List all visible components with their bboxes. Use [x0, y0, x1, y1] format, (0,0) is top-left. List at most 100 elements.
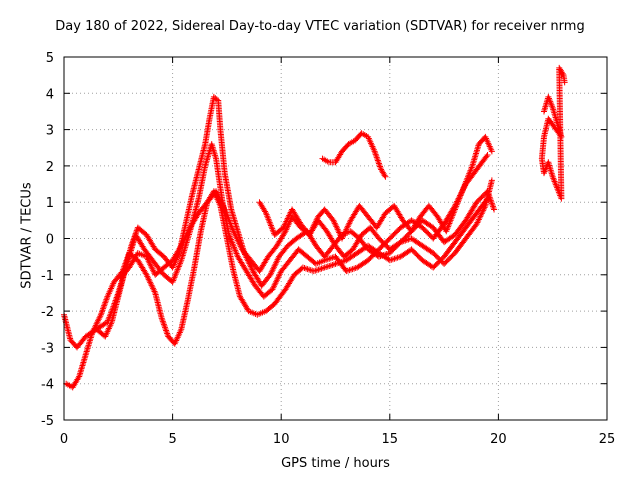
data-point: [232, 270, 235, 272]
data-point: [274, 234, 276, 236]
data-point: [393, 205, 395, 207]
data-point: [443, 241, 445, 243]
data-point: [389, 259, 391, 261]
data-point: [274, 303, 276, 305]
data-point: [282, 227, 284, 229]
data-point: [163, 266, 165, 269]
data-point: [254, 285, 256, 287]
data-point: [562, 74, 565, 76]
data-point: [315, 245, 317, 247]
data-point: [484, 205, 486, 207]
series-track-b: [63, 188, 491, 391]
data-point: [543, 110, 545, 113]
data-point: [324, 266, 326, 269]
data-point: [95, 328, 98, 330]
data-point: [180, 259, 182, 261]
data-point: [560, 136, 562, 138]
data-point: [291, 216, 293, 218]
data-point: [261, 285, 263, 287]
data-point: [471, 165, 473, 167]
data-point: [541, 158, 543, 160]
data-point: [187, 299, 189, 301]
data-point: [241, 248, 243, 250]
x-tick-label: 15: [382, 432, 399, 447]
data-point: [297, 248, 300, 250]
data-point: [345, 259, 347, 261]
data-point: [163, 274, 165, 276]
data-point: [308, 234, 311, 236]
data-point: [85, 354, 87, 356]
tick-labels: 0 5 10 15 20 25 -5 -4 -3 -2 -1 0 1 2 3 4 5: [41, 51, 615, 447]
data-point: [284, 288, 287, 290]
data-point: [204, 165, 206, 167]
data-point: [389, 252, 391, 254]
data-point: [278, 256, 280, 258]
y-tick-label: -4: [41, 378, 54, 393]
data-point: [558, 67, 560, 69]
data-point: [280, 270, 282, 272]
data-point: [421, 219, 423, 221]
data-point: [378, 256, 380, 258]
y-tick-label: 3: [46, 124, 54, 139]
x-tick-label: 20: [490, 432, 507, 447]
data-point: [206, 201, 208, 203]
data-point: [100, 314, 102, 316]
data-point: [432, 237, 434, 240]
data-point: [161, 317, 163, 319]
data-point: [389, 237, 391, 240]
data-point: [491, 150, 493, 152]
data-point: [208, 118, 211, 120]
data-point: [400, 256, 402, 258]
data-point: [137, 259, 139, 261]
data-point: [211, 143, 213, 145]
data-point: [154, 248, 156, 250]
data-point: [560, 197, 562, 200]
data-point: [410, 219, 413, 221]
data-point: [271, 288, 274, 290]
data-point: [350, 219, 352, 221]
data-point: [378, 237, 380, 240]
data-point: [334, 256, 337, 258]
data-point: [174, 343, 176, 345]
data-point: [198, 168, 200, 171]
y-tick-label: -2: [41, 305, 54, 320]
data-point: [224, 172, 226, 174]
data-point: [215, 190, 217, 192]
data-point: [402, 219, 404, 221]
data-point: [436, 216, 439, 218]
data-point: [350, 230, 352, 232]
data-point: [352, 248, 354, 250]
data-point: [400, 241, 402, 243]
data-point: [552, 107, 554, 109]
grid-lines: [64, 57, 607, 420]
data-point: [276, 245, 278, 247]
data-point: [465, 237, 467, 240]
data-point: [230, 208, 232, 211]
data-point: [454, 252, 456, 254]
data-point: [137, 227, 139, 229]
data-point: [367, 136, 369, 138]
plot-frame: [63, 56, 608, 421]
data-point: [248, 310, 250, 312]
data-point: [410, 237, 413, 240]
data-point: [256, 314, 258, 316]
y-tick-label: 1: [46, 196, 54, 211]
x-tick-label: 25: [599, 432, 616, 447]
y-tick-label: 4: [46, 87, 54, 102]
data-point: [491, 179, 493, 182]
data-point: [145, 234, 148, 236]
y-tick-label: -5: [41, 414, 54, 429]
data-point: [128, 266, 130, 269]
data-point: [185, 223, 187, 225]
data-point: [263, 295, 265, 298]
data-point: [224, 208, 226, 211]
data-point: [106, 321, 109, 323]
data-point: [493, 208, 495, 211]
data-point: [324, 208, 326, 211]
data-point: [189, 227, 191, 229]
data-point: [443, 256, 445, 258]
data-point: [421, 245, 423, 247]
data-point: [341, 150, 343, 152]
data-point: [267, 256, 269, 258]
data-point: [167, 335, 169, 338]
